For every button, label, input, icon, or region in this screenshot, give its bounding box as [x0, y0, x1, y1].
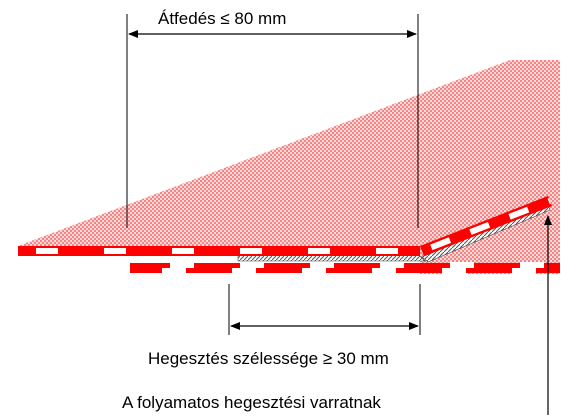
overlap-label: Átfedés ≤ 80 mm [158, 9, 287, 28]
upper-membrane [18, 196, 552, 256]
lower-membrane [127, 262, 563, 274]
weld-width-label: Hegesztés szélessége ≥ 30 mm [148, 349, 389, 368]
slope-area [18, 60, 560, 274]
continuous-seam-label: A folyamatos hegesztési varratnak [122, 393, 381, 412]
